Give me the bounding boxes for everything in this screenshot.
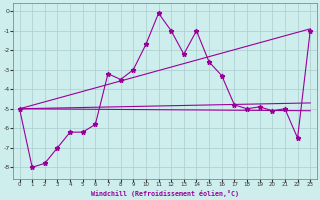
X-axis label: Windchill (Refroidissement éolien,°C): Windchill (Refroidissement éolien,°C) — [91, 190, 239, 197]
